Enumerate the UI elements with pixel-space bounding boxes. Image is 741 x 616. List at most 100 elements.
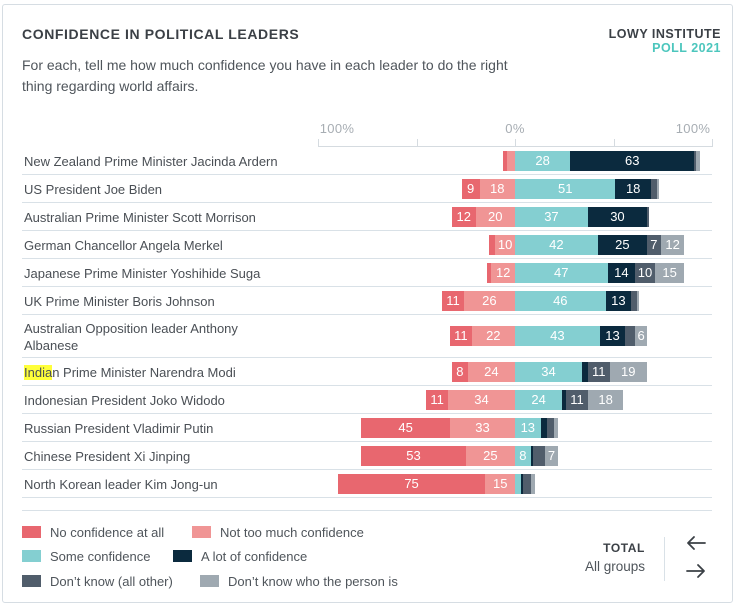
- bar-segment-no-confidence[interactable]: 11: [426, 390, 448, 410]
- chart-row: New Zealand Prime Minister Jacinda Arder…: [22, 147, 712, 175]
- bar-segment-no-confidence[interactable]: 75: [337, 474, 486, 494]
- chart-row: German Chancellor Angela Merkel 10 42 25 7 12: [22, 231, 712, 259]
- chart-row: Australian Prime Minister Scott Morrison…: [22, 203, 712, 231]
- bar-segment-not-too-much[interactable]: 20: [475, 207, 515, 227]
- bar-segment-no-confidence[interactable]: 9: [461, 179, 480, 199]
- legend-swatch: [200, 575, 219, 587]
- legend-swatch: [22, 575, 41, 587]
- bar-segment-dk-who[interactable]: 7: [544, 446, 559, 466]
- bar-segment-dk-who[interactable]: [656, 179, 659, 199]
- arrow-right-icon: [686, 564, 705, 578]
- legend-label: No confidence at all: [50, 525, 165, 540]
- legend-item-a-lot[interactable]: A lot of confidence: [173, 549, 307, 564]
- bar-segment-some[interactable]: 37: [515, 207, 588, 227]
- brand-year: POLL 2021: [652, 41, 721, 55]
- bar-segment-not-too-much[interactable]: 33: [449, 418, 515, 438]
- bar-segment-dk-who[interactable]: [554, 418, 559, 438]
- legend-item-some[interactable]: Some confidence: [22, 549, 150, 564]
- legend-item-dk-other[interactable]: Don’t know (all other): [22, 574, 173, 589]
- legend-swatch: [192, 526, 211, 538]
- bar-segment-some[interactable]: 13: [515, 418, 541, 438]
- total-label: TOTAL: [603, 541, 645, 555]
- legend-item-not-too-much[interactable]: Not too much confidence: [192, 525, 364, 540]
- bar-segment-no-confidence[interactable]: [489, 235, 496, 255]
- bar-segment-a-lot[interactable]: [540, 418, 547, 438]
- bar-segment-a-lot[interactable]: [530, 446, 533, 466]
- bar-segment-no-confidence[interactable]: 12: [451, 207, 476, 227]
- bar-segment-no-confidence[interactable]: 45: [361, 418, 450, 438]
- legend-swatch: [22, 526, 41, 538]
- bar-segment-not-too-much[interactable]: 26: [463, 291, 515, 311]
- bar-segment-some[interactable]: 43: [515, 326, 600, 346]
- bar-segment-no-confidence[interactable]: 53: [361, 446, 466, 466]
- bar-segment-some[interactable]: 51: [515, 179, 616, 199]
- row-label: US President Joe Biden: [24, 182, 163, 197]
- bar-segment-some[interactable]: 34: [515, 362, 582, 382]
- bar-segment-dk-other[interactable]: [650, 179, 657, 199]
- bar-segment-some[interactable]: 46: [515, 291, 606, 311]
- bar-segment-a-lot[interactable]: 30: [587, 207, 647, 227]
- bar-segment-not-too-much[interactable]: [507, 151, 515, 171]
- bar-segment-not-too-much[interactable]: 18: [479, 179, 515, 199]
- bar-segment-dk-other[interactable]: [546, 418, 555, 438]
- row-label: Chinese President Xi Jinping: [24, 449, 191, 464]
- bar-segment-dk-other[interactable]: 7: [646, 235, 661, 255]
- bar-segment-some[interactable]: 42: [515, 235, 598, 255]
- chart-row: North Korean leader Kim Jong-un 15 75: [22, 470, 712, 498]
- bar-segment-dk-who[interactable]: 12: [660, 235, 685, 255]
- next-group-button[interactable]: [684, 562, 708, 580]
- bar-segment-dk-who[interactable]: 18: [587, 390, 624, 410]
- bar-segment-some[interactable]: 24: [515, 390, 563, 410]
- bar-segment-not-too-much[interactable]: 34: [448, 390, 515, 410]
- bar-segment-dk-who[interactable]: 15: [654, 263, 685, 283]
- bar-segment-not-too-much[interactable]: 25: [465, 446, 515, 466]
- bar-segment-not-too-much[interactable]: 22: [471, 326, 515, 346]
- group-label: All groups: [584, 559, 645, 574]
- bar-segment-not-too-much[interactable]: 10: [495, 235, 515, 255]
- bar-segment-not-too-much[interactable]: 12: [491, 263, 515, 283]
- legend-item-no-confidence[interactable]: No confidence at all: [22, 525, 164, 540]
- row-label-text: n Prime Minister Narendra Modi: [52, 365, 236, 380]
- legend-item-dk-who[interactable]: Don’t know who the person is: [200, 574, 398, 589]
- bar-segment-a-lot[interactable]: [562, 390, 567, 410]
- bar-segment-dk-other[interactable]: 11: [587, 362, 610, 382]
- bar-segment-dk-who[interactable]: [637, 291, 640, 311]
- bar-segment-no-confidence[interactable]: 11: [442, 291, 464, 311]
- row-label: Russian President Vladimir Putin: [24, 421, 214, 436]
- bar-segment-dk-other[interactable]: 10: [635, 263, 655, 283]
- bar-segment-a-lot[interactable]: 25: [597, 235, 647, 255]
- bar-segment-dk-other[interactable]: [522, 474, 531, 494]
- bar-segment-dk-who[interactable]: [696, 151, 701, 171]
- bar-segment-dk-other[interactable]: [532, 446, 545, 466]
- bar-segment-not-too-much[interactable]: 24: [467, 362, 515, 382]
- bar-segment-dk-who[interactable]: [530, 474, 535, 494]
- bar-segment-a-lot[interactable]: 63: [570, 151, 695, 171]
- bar-segment-dk-other[interactable]: 11: [566, 390, 588, 410]
- bar-segment-no-confidence[interactable]: 8: [451, 362, 468, 382]
- chart-row: Chinese President Xi Jinping 25 53 8 7: [22, 442, 712, 470]
- bar-segment-no-confidence[interactable]: [503, 151, 508, 171]
- bar-segment-no-confidence[interactable]: 11: [449, 326, 472, 346]
- bar-segment-some[interactable]: 28: [515, 151, 571, 171]
- bar-segment-no-confidence[interactable]: [487, 263, 492, 283]
- bar-segment-dk-who[interactable]: 6: [635, 326, 647, 346]
- bar-segment-a-lot[interactable]: [581, 362, 588, 382]
- bar-segment-a-lot[interactable]: 14: [607, 263, 636, 283]
- bar-segment-dk-other[interactable]: [625, 326, 636, 346]
- prev-group-button[interactable]: [684, 534, 708, 552]
- bar-segment-some[interactable]: 47: [515, 263, 608, 283]
- bar-segment-a-lot[interactable]: 18: [615, 179, 651, 199]
- bar-segment-not-too-much[interactable]: 15: [485, 474, 515, 494]
- bar-segment-dk-who[interactable]: 19: [609, 362, 647, 382]
- row-label: Australian Opposition leader Anthony Alb…: [24, 321, 238, 353]
- bar-segment-dk-other[interactable]: [646, 207, 649, 227]
- bar-segment-dk-other[interactable]: [631, 291, 638, 311]
- bar-segment-some[interactable]: [515, 474, 521, 494]
- bar-segment-some[interactable]: 8: [515, 446, 531, 466]
- search-highlight: India: [24, 365, 53, 380]
- bar-segment-a-lot[interactable]: 13: [605, 291, 632, 311]
- bar-segment-a-lot[interactable]: 13: [599, 326, 626, 346]
- bar-segment-a-lot[interactable]: [520, 474, 523, 494]
- group-selector: TOTAL All groups: [585, 541, 645, 574]
- bar-segment-dk-other[interactable]: [694, 151, 697, 171]
